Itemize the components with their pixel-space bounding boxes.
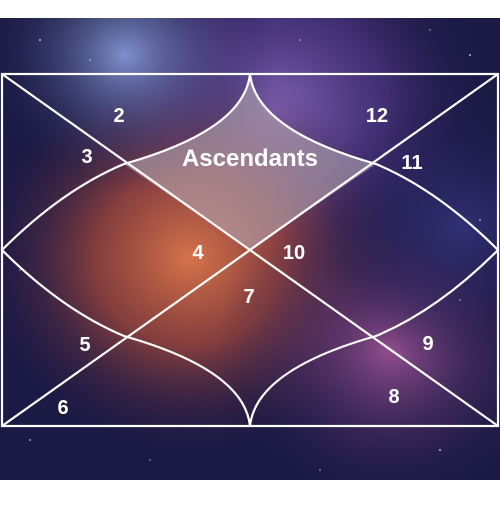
ascendant-house-fill (124, 77, 376, 250)
house-4-label: 4 (192, 242, 204, 264)
diagonal-line-2 (1, 73, 499, 427)
central-diamond (0, 73, 500, 427)
house-labels: Ascendants 2 3 4 5 6 7 8 9 10 11 12 (57, 105, 433, 419)
house-5-label: 5 (79, 334, 90, 356)
house-10-label: 10 (283, 242, 305, 264)
house-2-label: 2 (113, 105, 124, 127)
chart-lines (0, 72, 500, 428)
house-12-label: 12 (366, 105, 388, 127)
house-9-label: 9 (422, 333, 433, 355)
ascendant-label: Ascendants (182, 145, 318, 172)
house-6-label: 6 (57, 397, 68, 419)
house-11-label: 11 (401, 152, 422, 174)
house-3-label: 3 (81, 146, 92, 168)
house-8-label: 8 (388, 386, 399, 408)
house-7-label: 7 (243, 286, 254, 308)
